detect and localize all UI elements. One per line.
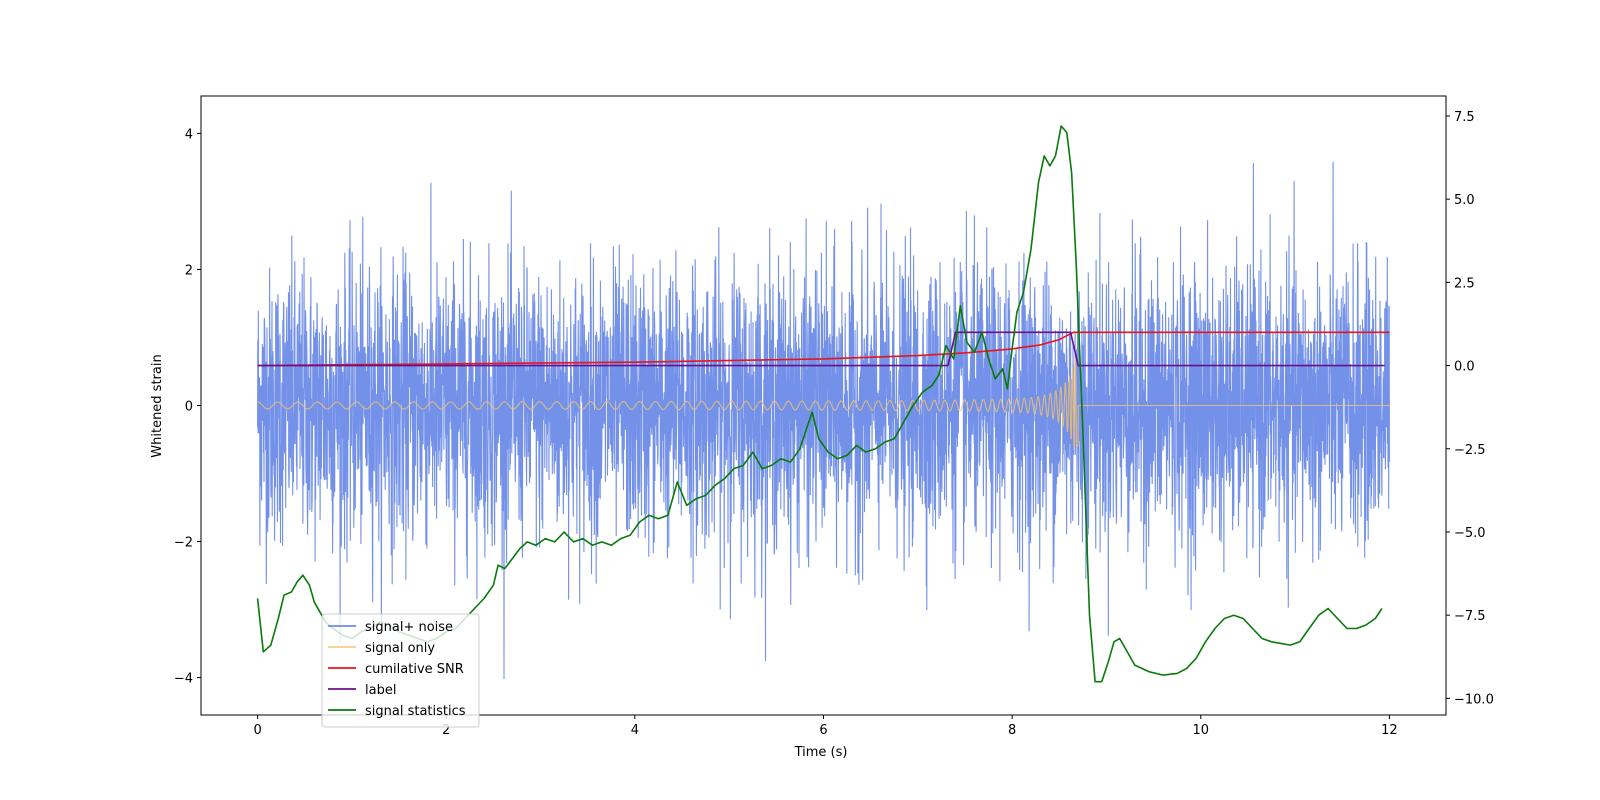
legend-box	[321, 613, 480, 728]
y-axis-label: Whitened strain	[150, 354, 165, 457]
series-signal-only	[257, 353, 1390, 451]
legend-label: signal+ noise	[365, 620, 453, 635]
y2-tick-label: −10.0	[1454, 692, 1494, 707]
x-tick-label: 4	[631, 723, 639, 738]
y2-tick-label: −5.0	[1454, 526, 1486, 541]
legend: signal+ noise signal only cumilative SNR la…	[321, 613, 480, 728]
series-cumilative-snr	[257, 331, 1390, 367]
legend-label: signal only	[365, 641, 435, 656]
y-tick-label: 2	[185, 263, 193, 278]
series-signal-plus-noise	[257, 161, 1390, 680]
y2-tick-label: −7.5	[1454, 609, 1486, 624]
y2-tick-label: −2.5	[1454, 443, 1486, 458]
x-axis-label: Time (s)	[794, 745, 848, 760]
y2-tick-label: 2.5	[1454, 276, 1475, 291]
y2-tick-label: 7.5	[1454, 110, 1475, 125]
y2-tick-label: 0.0	[1454, 360, 1475, 375]
series-label	[257, 331, 1385, 367]
y2-tick-label: 5.0	[1454, 193, 1475, 208]
x-tick-label: 12	[1381, 723, 1398, 738]
y-tick-label: −4	[174, 672, 193, 687]
y-tick-label: −2	[174, 536, 193, 551]
x-tick-label: 2	[442, 723, 450, 738]
x-tick-label: 8	[1008, 723, 1016, 738]
x-tick-label: 10	[1192, 723, 1209, 738]
x-tick-label: 6	[819, 723, 827, 738]
legend-label: signal statistics	[365, 704, 466, 719]
legend-label: label	[365, 683, 396, 698]
legend-label: cumilative SNR	[365, 662, 464, 677]
x-tick-label: 0	[253, 723, 261, 738]
y-tick-label: 0	[185, 400, 193, 415]
y-tick-label: 4	[185, 127, 193, 142]
